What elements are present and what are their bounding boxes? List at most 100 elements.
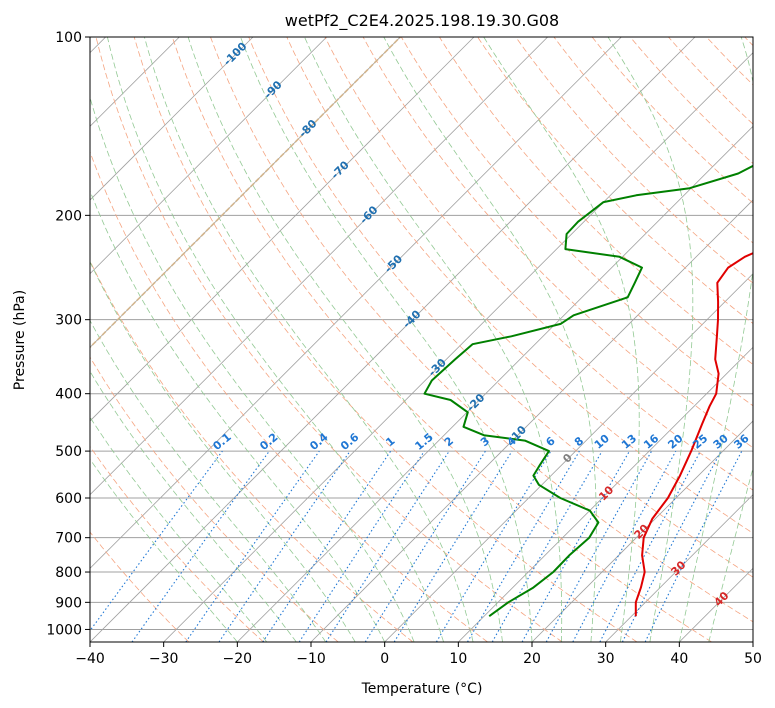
background-lines [90, 37, 753, 642]
dry-adiabat-line [439, 37, 753, 365]
mixing-ratio-line [262, 450, 392, 642]
dewpoint-profile-line [423, 164, 753, 618]
mixing-ratio-label: 2 [442, 434, 456, 449]
dry-adiabat-line [286, 37, 753, 534]
chart-title: wetPf2_C2E4.2025.198.19.30.G08 [285, 11, 559, 31]
y-tick-label: 700 [55, 531, 82, 547]
isotherm-label: -60 [357, 203, 380, 226]
dry-adiabat-line [515, 37, 753, 284]
isotherm-line [90, 37, 327, 275]
y-tick-label: 900 [55, 595, 82, 611]
mixing-ratio-line [90, 450, 223, 632]
isotherm-line [90, 37, 622, 569]
x-tick-label: 0 [380, 651, 389, 667]
moist-adiabat-line [607, 37, 694, 642]
dry-adiabat-line [591, 37, 753, 204]
y-tick-label: 100 [55, 30, 82, 46]
x-tick-label: 10 [449, 651, 467, 667]
moist-adiabat-line [90, 96, 415, 642]
isotherm-line [605, 494, 753, 642]
moist-adiabat-line [383, 37, 597, 642]
isotherm-line [237, 125, 753, 642]
profile-lines [423, 164, 753, 618]
mixing-ratio-line [218, 450, 351, 642]
mixing-ratio-line [572, 450, 677, 642]
moist-adiabat-line [678, 37, 753, 642]
x-tick-label: −20 [223, 651, 253, 667]
mixing-ratio-label: 0.4 [307, 430, 331, 453]
y-tick-label: 200 [55, 208, 82, 224]
mixing-ratio-line [644, 450, 743, 642]
dry-adiabat-line [133, 37, 638, 642]
moist-adiabat-line [304, 37, 563, 642]
isotherm-line [531, 420, 753, 642]
mixing-ratio-label: 1 [383, 434, 397, 449]
y-tick-label: 600 [55, 491, 82, 507]
isotherm-line [90, 37, 475, 422]
moist-adiabat-line [483, 37, 640, 642]
isotherm-label: 0 [560, 451, 575, 466]
moist-adiabat-line [90, 319, 327, 642]
isotherm-label: 30 [669, 558, 689, 578]
mixing-ratio-label: 0.1 [210, 430, 233, 452]
moist-adiabat-line [90, 370, 297, 642]
y-tick-label: 1000 [46, 622, 82, 638]
isotherm-label: 40 [712, 589, 732, 609]
isotherm-line [752, 641, 753, 642]
dry-adiabat-line [248, 37, 753, 578]
isotherm-label: -50 [382, 252, 405, 275]
x-tick-label: −40 [75, 651, 105, 667]
dry-adiabat-line [400, 37, 753, 407]
moist-adiabat-line [240, 37, 533, 642]
isotherm-line [310, 199, 753, 642]
moist-adiabat-line [90, 458, 238, 642]
isotherm-label: -70 [329, 158, 352, 181]
mixing-ratio-line [131, 450, 270, 642]
dry-adiabat-line [90, 356, 339, 642]
isotherm-line [163, 52, 753, 642]
isotherm-label: -100 [221, 39, 250, 68]
moist-adiabat-line [90, 416, 268, 642]
isotherm-line [90, 37, 401, 348]
y-tick-label: 500 [55, 444, 82, 460]
plot-area: -100-90-80-70-60-50-40-30-20-10010203040… [90, 37, 753, 642]
moist-adiabat-line [144, 37, 474, 642]
mixing-ratio-label: 0.6 [338, 430, 362, 453]
isotherm-line [458, 346, 753, 642]
dry-adiabat-line [668, 37, 753, 125]
mixing-ratio-label: 8 [572, 434, 586, 449]
isotherm-label: -30 [426, 356, 449, 379]
y-axis-ticks: 100 200 300 400 500 600 700 800 900 1000 [46, 30, 90, 638]
isotherm-label: -90 [261, 78, 284, 101]
dry-adiabat-line [171, 37, 712, 642]
x-tick-label: 50 [744, 651, 762, 667]
dry-adiabat-line [553, 37, 753, 244]
isotherm-label: -40 [400, 307, 423, 330]
mixing-ratio-line [521, 450, 630, 642]
dry-adiabat-line [90, 260, 414, 642]
isotherm-label: 10 [596, 483, 616, 503]
y-tick-label: 400 [55, 387, 82, 403]
mixing-ratio-label: 1.5 [412, 430, 435, 452]
mixing-ratio-label: 13 [619, 432, 639, 452]
mixing-ratio-line [467, 450, 580, 642]
dry-adiabat-line [95, 37, 563, 642]
mixing-ratio-line [545, 450, 653, 642]
mixing-ratio-label: 30 [711, 432, 731, 452]
x-tick-label: 30 [597, 651, 615, 667]
mixing-ratio-line [298, 450, 425, 642]
x-tick-label: 20 [523, 651, 541, 667]
isotherm-label: -20 [464, 391, 487, 414]
dry-adiabat-line [90, 150, 488, 642]
y-tick-label: 800 [55, 565, 82, 581]
mixing-ratio-line [325, 450, 450, 642]
y-axis-label: Pressure (hPa) [12, 290, 28, 390]
isotherm-line [90, 37, 254, 201]
dry-adiabat-line [90, 445, 264, 642]
mixing-ratio-line [393, 450, 513, 642]
x-tick-label: −30 [149, 651, 179, 667]
mixing-ratio-label: 10 [592, 432, 612, 452]
moist-adiabat-line [90, 260, 356, 642]
temperature-profile-line [634, 252, 753, 617]
